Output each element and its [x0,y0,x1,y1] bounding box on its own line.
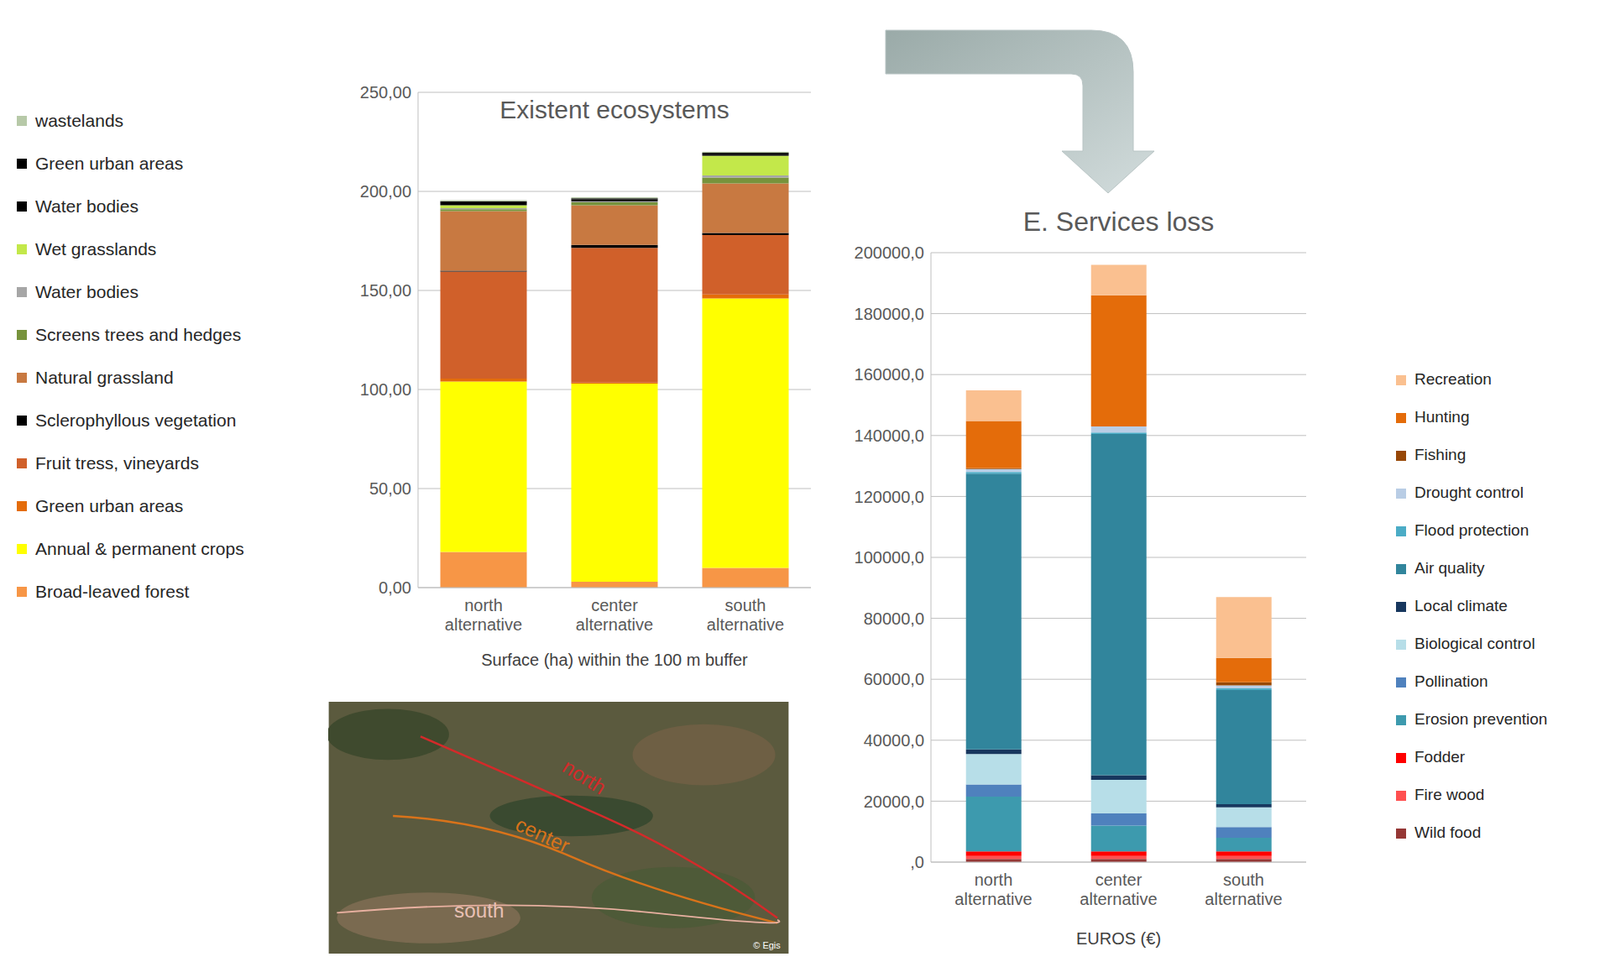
svg-text:60000,0: 60000,0 [863,669,925,689]
svg-text:EUROS (€): EUROS (€) [1076,929,1161,948]
html-text:Fodder: Fodder [1414,747,1466,766]
svg-text:0,00: 0,00 [378,578,412,597]
svg-text:100,00: 100,00 [360,380,412,399]
html-text:Screens trees and hedges: Screens trees and hedges [35,324,242,345]
html-text:Flood protection: Flood protection [1414,521,1529,539]
svg-text:20000,0: 20000,0 [863,792,925,811]
svg-text:centeralternative: centeralternative [575,596,654,634]
svg-text:northalternative: northalternative [444,596,523,634]
svg-text:© Egis: © Egis [752,940,781,951]
html-text:Water bodies: Water bodies [35,196,139,216]
svg-text:50,00: 50,00 [369,479,412,498]
svg-text:250,00: 250,00 [360,83,412,102]
svg-text:centeralternative: centeralternative [1079,870,1157,909]
html-text:Natural grassland: Natural grassland [35,367,174,387]
html-text:Pollination: Pollination [1414,672,1489,691]
svg-text:north: north [559,754,611,799]
html-text:Wet grasslands: Wet grasslands [35,239,157,259]
html-text:Recreation: Recreation [1414,370,1492,388]
html-text:Local climate: Local climate [1414,596,1508,615]
svg-text:Surface (ha) within the 100 m: Surface (ha) within the 100 m buffer [481,650,748,670]
html-text:Sclerophyllous vegetation: Sclerophyllous vegetation [35,410,237,430]
html-text:Existent ecosystems: Existent ecosystems [499,95,730,124]
svg-text:80000,0: 80000,0 [863,609,925,628]
html-text:Green urban areas: Green urban areas [35,496,184,516]
svg-text:northalternative: northalternative [954,870,1032,909]
html-text:Fire wood: Fire wood [1414,785,1485,804]
svg-text:southalternative: southalternative [706,596,785,634]
html-text:Fishing: Fishing [1414,445,1466,464]
svg-text:100000,0: 100000,0 [854,548,925,567]
svg-text:center: center [512,812,574,858]
svg-text:south: south [454,899,504,922]
html-text:Water bodies: Water bodies [35,282,139,302]
html-text:Broad-leaved forest: Broad-leaved forest [35,581,190,602]
html-text:Air quality: Air quality [1414,559,1485,577]
svg-text:120000,0: 120000,0 [854,487,925,507]
svg-text:160000,0: 160000,0 [854,365,925,384]
svg-text:,0: ,0 [909,852,925,872]
svg-text:140000,0: 140000,0 [854,426,925,445]
html-text:Green urban areas: Green urban areas [35,153,184,173]
svg-text:southalternative: southalternative [1204,870,1282,909]
svg-text:200,00: 200,00 [360,182,412,201]
html-text:Biological control: Biological control [1414,634,1536,653]
svg-text:200000,0: 200000,0 [854,243,925,262]
html-text:Hunting: Hunting [1414,407,1470,426]
html-text:Drought control: Drought control [1414,483,1524,502]
html-text:wastelands: wastelands [35,110,124,131]
html-text:Wild food: Wild food [1414,823,1481,842]
svg-text:180000,0: 180000,0 [854,304,925,324]
html-text:Annual & permanent crops: Annual & permanent crops [35,538,245,559]
svg-text:40000,0: 40000,0 [863,731,925,750]
html-text:E. Services loss: E. Services loss [1023,206,1215,237]
html-text:Erosion prevention: Erosion prevention [1414,710,1548,728]
html-text:Fruit tress, vineyards: Fruit tress, vineyards [35,453,199,473]
svg-text:150,00: 150,00 [360,281,412,300]
